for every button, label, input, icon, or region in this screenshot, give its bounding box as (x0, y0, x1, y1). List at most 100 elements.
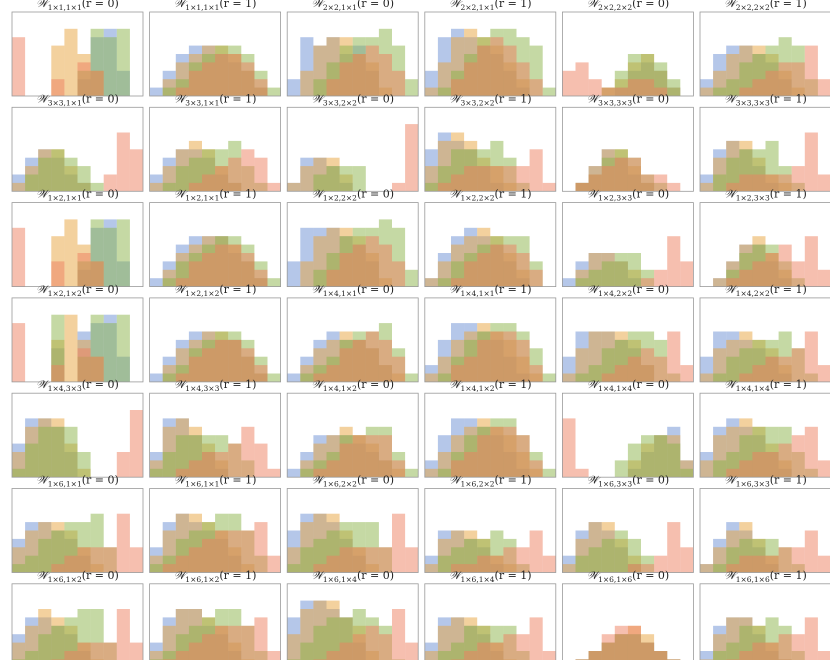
panel: 𝒲1×4,1×2(r = 0) (286, 378, 419, 478)
hist-bar (149, 182, 163, 192)
hist-bar (791, 435, 805, 478)
hist-bar (38, 157, 52, 192)
hist-bar (542, 651, 556, 664)
hist-bar (503, 634, 517, 664)
panel-title: 𝒲3×3,1×1(r = 0) (36, 92, 119, 107)
title-symbol: 𝒲 (311, 283, 325, 296)
panel-frame (286, 583, 419, 664)
title-subscript: 2×2,1×1 (461, 3, 495, 12)
hist-bar (215, 244, 229, 287)
panel: 𝒲1×4,1×1(r = 1) (424, 283, 557, 383)
hist-bar (451, 278, 465, 287)
hist-bar (90, 642, 104, 664)
panel-title: 𝒲3×3,2×2(r = 0) (311, 92, 394, 107)
hist-bar (313, 468, 327, 478)
hist-bar (77, 348, 91, 382)
hist-bar (477, 339, 491, 382)
panel-title: 𝒲1×4,1×4(r = 1) (724, 378, 807, 393)
hist-bar (667, 79, 681, 96)
hist-bar (175, 555, 189, 573)
hist-bar (680, 547, 694, 573)
panel: 𝒲1×2,1×2(r = 1) (149, 283, 282, 383)
hist-bar (477, 45, 491, 96)
panel-title: 𝒲1×6,1×2(r = 1) (174, 569, 257, 584)
panel-frame (424, 11, 557, 97)
hist-bar (241, 62, 255, 96)
hist-bar (175, 278, 189, 287)
hist-bar (424, 373, 438, 382)
title-subscript: 1×6,1×1 (48, 480, 82, 489)
hist-bar (752, 261, 766, 287)
hist-bar (451, 564, 465, 573)
panel: 𝒲1×2,3×3(r = 1) (699, 188, 830, 288)
hist-bar (680, 468, 694, 478)
hist-bar (339, 443, 353, 478)
title-suffix: (r = 0) (632, 378, 669, 391)
panel-frame (149, 583, 282, 664)
hist-bar (103, 642, 117, 664)
title-suffix: (r = 0) (82, 474, 119, 487)
hist-bar (25, 555, 39, 573)
panel-title: 𝒲1×4,1×2(r = 0) (311, 378, 394, 393)
hist-bar (778, 443, 792, 478)
hist-bar (103, 37, 117, 96)
hist-bar (654, 555, 668, 573)
hist-bar (313, 625, 327, 664)
hist-bar (490, 426, 504, 478)
hist-bar (713, 373, 727, 382)
title-subscript: 1×6,2×2 (461, 480, 495, 489)
title-symbol: 𝒲 (36, 378, 50, 391)
hist-bar (601, 634, 615, 664)
panel-frame (11, 202, 144, 288)
hist-bar (254, 269, 268, 287)
hist-bar (51, 149, 65, 192)
hist-bar (804, 426, 818, 478)
hist-bar (228, 157, 242, 192)
hist-bar (614, 253, 628, 287)
hist-bar (627, 443, 641, 478)
hist-bar (378, 339, 392, 382)
hist-bar (25, 443, 39, 478)
hist-bar (12, 37, 26, 96)
hist-bar (162, 452, 176, 478)
title-suffix: (r = 1) (770, 474, 807, 487)
hist-bar (392, 609, 406, 664)
hist-bar (64, 28, 78, 96)
panel: 𝒲1×6,1×1(r = 0) (11, 474, 144, 573)
hist-bar (12, 227, 26, 287)
hist-bar (51, 79, 65, 96)
title-suffix: (r = 0) (82, 569, 119, 582)
hist-bar (726, 356, 740, 382)
hist-bar (562, 564, 576, 573)
hist-bar (38, 426, 52, 478)
title-symbol: 𝒲 (36, 0, 50, 10)
hist-bar (300, 642, 314, 664)
hist-bar (726, 642, 740, 664)
hist-bar (437, 373, 451, 382)
hist-bar (51, 261, 65, 287)
hist-bar (90, 356, 104, 382)
hist-bar (752, 79, 766, 96)
hist-bar (326, 166, 340, 192)
hist-bar (739, 269, 753, 287)
hist-bar (12, 468, 26, 478)
hist-bar (38, 634, 52, 664)
panel-title: 𝒲1×4,1×4(r = 0) (587, 378, 670, 393)
hist-bar (339, 348, 353, 382)
panel-title: 𝒲1×6,1×1(r = 0) (36, 474, 119, 489)
hist-bar (392, 70, 406, 96)
hist-bar (804, 617, 818, 664)
title-suffix: (r = 0) (357, 0, 394, 10)
hist-bar (601, 261, 615, 287)
hist-bar (700, 460, 714, 478)
hist-bar (424, 564, 438, 573)
panel-title: 𝒲3×3,2×2(r = 1) (449, 92, 532, 107)
hist-bar (64, 651, 78, 664)
panel-title: 𝒲1×2,1×2(r = 0) (36, 283, 119, 298)
hist-bar (228, 339, 242, 382)
title-symbol: 𝒲 (174, 569, 188, 582)
hist-bar (726, 182, 740, 192)
panel-frame (699, 392, 830, 478)
hist-bar (241, 253, 255, 287)
title-subscript: 1×6,1×6 (598, 575, 632, 584)
